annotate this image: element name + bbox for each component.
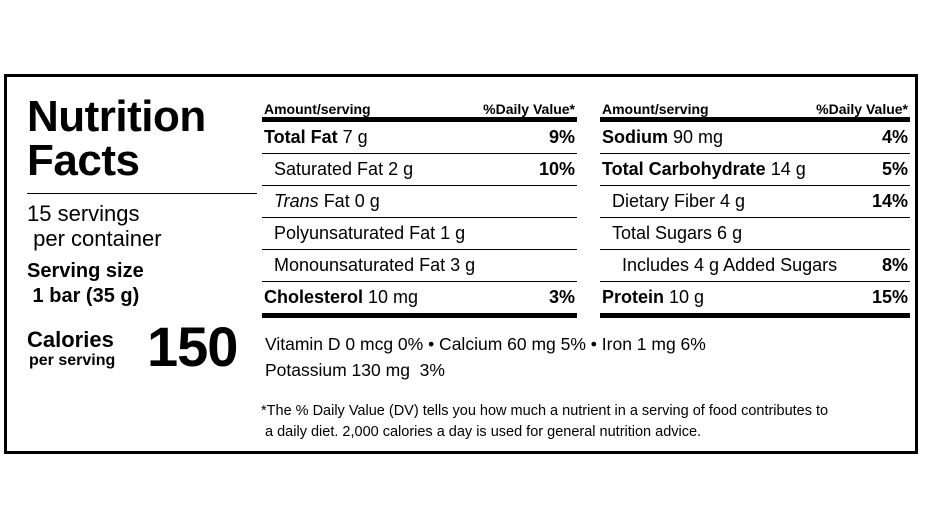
nutrient-dv: 14%: [871, 191, 908, 211]
nutrient-name: Sodium: [602, 127, 668, 147]
nutrient-row-monounsaturated-fat: Monounsaturated Fat 3 g: [262, 250, 577, 282]
column-header: Amount/serving %Daily Value*: [262, 93, 577, 117]
title-line-2: Facts: [27, 136, 140, 185]
nutrient-row-protein: Protein 10 g 15%: [600, 282, 910, 313]
nutrient-dv: 5%: [881, 159, 908, 179]
title-line-1: Nutrition: [27, 92, 206, 141]
nutrient-row-added-sugars: Includes 4 g Added Sugars 8%: [600, 250, 910, 282]
daily-value-header: %Daily Value*: [816, 101, 908, 117]
nutrient-name: Protein: [602, 287, 665, 307]
thick-rule: [600, 313, 910, 318]
nutrient-name: Cholesterol: [264, 287, 364, 307]
nutrient-row-total-sugars: Total Sugars 6 g: [600, 218, 910, 250]
thick-rule: [262, 117, 577, 122]
nutrient-row-dietary-fiber: Dietary Fiber 4 g 14%: [600, 186, 910, 218]
nutrient-name: Total Carbohydrate: [602, 159, 766, 179]
vitamins-minerals: Vitamin D 0 mcg 0% • Calcium 60 mg 5% • …: [265, 331, 706, 383]
thick-rule: [262, 313, 577, 318]
footnote-line-1: *The % Daily Value (DV) tells you how mu…: [261, 403, 829, 419]
daily-value-header: %Daily Value*: [483, 101, 575, 117]
nutrient-name: Polyunsaturated Fat 1 g: [274, 223, 466, 243]
nutrient-name: Dietary Fiber 4 g: [612, 191, 746, 211]
calories-label: Calories: [27, 327, 114, 352]
nutrient-name: Monounsaturated Fat 3 g: [274, 255, 476, 275]
nutrient-amount: 7 g: [337, 127, 368, 147]
title-divider: [27, 193, 257, 194]
nutrient-row-total-carbohydrate: Total Carbohydrate 14 g 5%: [600, 154, 910, 186]
nutrient-column-left: Amount/serving %Daily Value* Total Fat 7…: [262, 93, 577, 318]
nutrient-name: Includes 4 g Added Sugars: [622, 255, 838, 275]
calories-value: 150: [147, 315, 238, 378]
nutrient-amount: 10 g: [664, 287, 705, 307]
nutrient-dv: 10%: [538, 159, 575, 179]
nutrition-facts-panel: Nutrition Facts 15 servings per containe…: [4, 74, 918, 454]
thick-rule: [600, 117, 910, 122]
amount-per-serving-header: Amount/serving: [264, 101, 371, 117]
nutrient-name: Fat 0 g: [318, 191, 380, 211]
nutrient-row-trans-fat: Trans Fat 0 g: [262, 186, 577, 218]
nutrient-amount: 10 mg: [363, 287, 419, 307]
serving-size: Serving size 1 bar (35 g): [27, 259, 144, 309]
nutrient-name: Total Sugars 6 g: [612, 223, 743, 243]
nutrient-row-total-fat: Total Fat 7 g 9%: [262, 122, 577, 154]
column-header: Amount/serving %Daily Value*: [600, 93, 910, 117]
serving-size-label: Serving size: [27, 260, 144, 282]
vitamins-line-1: Vitamin D 0 mcg 0% • Calcium 60 mg 5% • …: [265, 334, 706, 354]
footnote-line-2: a daily diet. 2,000 calories a day is us…: [261, 424, 702, 440]
nutrient-name: Total Fat: [264, 127, 338, 147]
daily-value-footnote: *The % Daily Value (DV) tells you how mu…: [261, 401, 828, 443]
nutrient-column-right: Amount/serving %Daily Value* Sodium 90 m…: [600, 93, 910, 318]
nutrient-row-cholesterol: Cholesterol 10 mg 3%: [262, 282, 577, 313]
nutrient-dv: 3%: [548, 287, 575, 307]
nutrient-name: Saturated Fat 2 g: [274, 159, 414, 179]
nutrient-row-polyunsaturated-fat: Polyunsaturated Fat 1 g: [262, 218, 577, 250]
nutrient-dv: 15%: [871, 287, 908, 307]
nutrient-dv: 4%: [881, 127, 908, 147]
serving-size-value: 1 bar (35 g): [27, 285, 140, 307]
nutrient-name-italic: Trans: [274, 191, 319, 211]
amount-per-serving-header: Amount/serving: [602, 101, 709, 117]
nutrient-amount: 90 mg: [668, 127, 724, 147]
nutrient-dv: 9%: [548, 127, 575, 147]
nutrient-row-saturated-fat: Saturated Fat 2 g 10%: [262, 154, 577, 186]
nutrient-row-sodium: Sodium 90 mg 4%: [600, 122, 910, 154]
servings-per-container: 15 servings per container: [27, 201, 162, 251]
calories-sub-label: per serving: [29, 352, 116, 369]
nutrient-amount: 14 g: [765, 159, 806, 179]
servings-count: 15 servings: [27, 201, 140, 226]
nutrition-facts-title: Nutrition Facts: [27, 95, 206, 183]
nutrient-dv: 8%: [881, 255, 908, 275]
vitamins-line-2: Potassium 130 mg 3%: [265, 360, 445, 380]
servings-unit: per container: [27, 226, 162, 251]
